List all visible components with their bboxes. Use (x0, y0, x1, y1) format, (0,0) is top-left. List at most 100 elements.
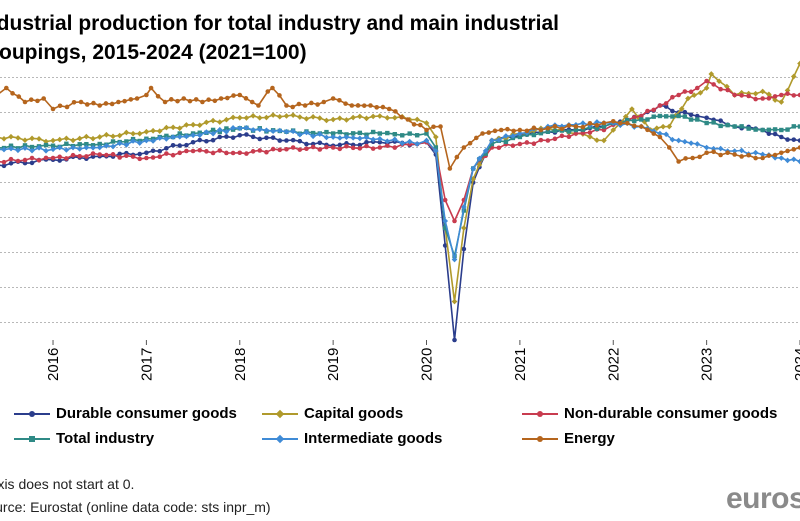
point-energy (411, 122, 417, 127)
point-non-durable-consumer-goods (670, 94, 675, 100)
point-non-durable-consumer-goods (384, 143, 390, 148)
point-capital-goods (336, 115, 343, 122)
legend-swatch-icon (262, 408, 298, 420)
point-non-durable-consumer-goods (688, 89, 694, 95)
point-energy (498, 127, 504, 133)
point-durable-consumer-goods (779, 134, 784, 140)
point-non-durable-consumer-goods (157, 154, 163, 160)
legend-item-capital-goods[interactable]: Capital goods (262, 405, 403, 422)
point-intermediate-goods (451, 256, 458, 263)
point-intermediate-goods (263, 127, 270, 134)
legend-item-durable-consumer-goods[interactable]: Durable consumer goods (14, 405, 237, 422)
point-energy (256, 103, 261, 108)
point-total-industry (601, 124, 607, 129)
point-non-durable-consumer-goods (230, 150, 236, 156)
point-intermediate-goods (489, 137, 495, 144)
point-intermediate-goods (223, 128, 230, 135)
point-energy (760, 155, 765, 161)
point-durable-consumer-goods (284, 138, 289, 143)
point-total-industry (310, 130, 316, 136)
point-capital-goods (283, 113, 290, 119)
point-capital-goods (303, 115, 310, 122)
point-total-industry (124, 139, 129, 144)
point-durable-consumer-goods (244, 132, 249, 137)
point-durable-consumer-goods (718, 118, 723, 123)
point-non-durable-consumer-goods (496, 145, 502, 151)
point-total-industry (779, 127, 784, 133)
point-energy (270, 85, 275, 91)
point-intermediate-goods (694, 141, 701, 147)
point-total-industry (489, 141, 495, 147)
point-capital-goods (653, 125, 660, 132)
point-intermediate-goods (116, 140, 123, 147)
point-energy (225, 95, 230, 101)
point-capital-goods (143, 128, 150, 135)
point-non-durable-consumer-goods (559, 133, 565, 139)
point-intermediate-goods (243, 124, 250, 131)
point-total-industry (718, 123, 723, 129)
point-capital-goods (451, 298, 458, 305)
point-total-industry (224, 126, 229, 131)
point-capital-goods (123, 129, 130, 136)
point-durable-consumer-goods (177, 143, 183, 148)
point-non-durable-consumer-goods (57, 154, 62, 160)
point-energy (22, 99, 28, 105)
point-intermediate-goods (717, 145, 724, 152)
point-total-industry (711, 120, 716, 125)
point-capital-goods (660, 123, 666, 130)
point-total-industry (594, 126, 600, 132)
point-non-durable-consumer-goods (587, 130, 593, 135)
point-total-industry (350, 131, 356, 136)
point-non-durable-consumer-goods (290, 145, 296, 150)
point-non-durable-consumer-goods (324, 144, 329, 150)
point-intermediate-goods (130, 138, 136, 144)
point-capital-goods (76, 135, 83, 142)
point-total-industry (64, 141, 69, 146)
point-energy (424, 127, 429, 133)
point-energy (393, 109, 398, 114)
legend-item-energy[interactable]: Energy (522, 430, 615, 447)
legend-swatch-icon (522, 433, 558, 445)
point-non-durable-consumer-goods (50, 155, 56, 161)
point-capital-goods (370, 113, 376, 120)
point-total-industry (538, 131, 544, 136)
point-intermediate-goods (1, 146, 7, 153)
point-intermediate-goods (738, 147, 745, 154)
point-capital-goods (276, 113, 283, 120)
point-durable-consumer-goods (144, 150, 149, 156)
legend-item-total-industry[interactable]: Total industry (14, 430, 154, 447)
point-total-industry (663, 114, 669, 119)
point-energy (772, 152, 778, 158)
point-intermediate-goods (156, 135, 163, 141)
point-energy (290, 104, 295, 110)
point-energy (725, 150, 730, 156)
point-capital-goods (310, 114, 316, 120)
point-total-industry (682, 114, 688, 119)
chart-title-line-2: groupings, 2015-2024 (2021=100) (0, 41, 307, 64)
point-total-industry (433, 145, 439, 150)
x-tick-label: 2021 (512, 348, 529, 381)
legend-item-intermediate-goods[interactable]: Intermediate goods (262, 430, 442, 447)
legend-item-non-durable-consumer-goods[interactable]: Non-durable consumer goods (522, 405, 777, 422)
point-energy (405, 117, 411, 122)
point-energy (552, 124, 558, 129)
series-line-capital-goods (0, 63, 800, 303)
point-energy (454, 154, 460, 160)
source-note: Source: Eurostat (online data code: sts … (0, 499, 271, 515)
point-intermediate-goods (433, 148, 439, 154)
point-durable-consumer-goods (694, 113, 700, 119)
point-non-durable-consumer-goods (310, 144, 316, 150)
point-energy (461, 145, 467, 150)
point-capital-goods (130, 130, 136, 137)
point-energy (517, 127, 523, 133)
point-durable-consumer-goods (217, 134, 223, 140)
point-total-industry (746, 126, 751, 131)
point-non-durable-consumer-goods (43, 155, 49, 161)
point-capital-goods (103, 131, 110, 138)
point-non-durable-consumer-goods (704, 78, 709, 84)
point-intermediate-goods (790, 156, 797, 163)
point-total-industry (177, 131, 182, 136)
point-durable-consumer-goods (290, 137, 296, 143)
point-durable-consumer-goods (204, 138, 209, 144)
point-total-industry (364, 132, 369, 137)
